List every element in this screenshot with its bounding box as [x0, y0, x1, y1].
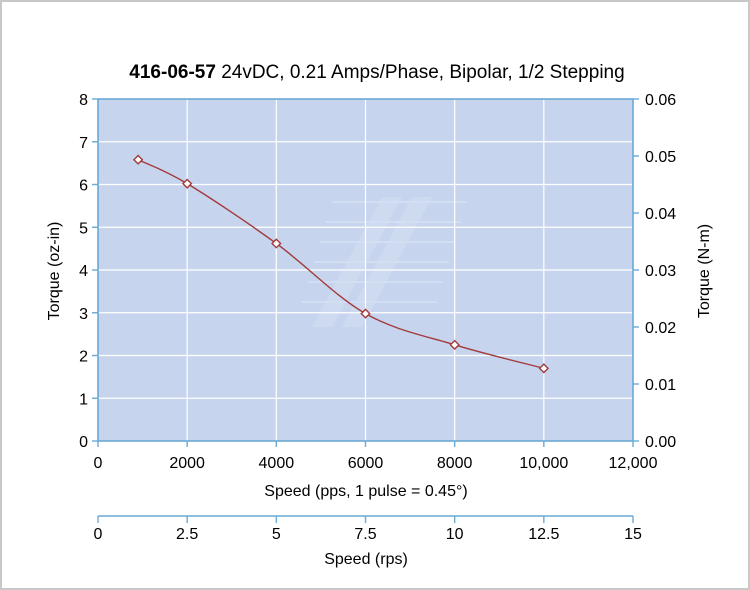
x-tick-label: 4000: [259, 455, 295, 472]
data-point: [360, 308, 371, 319]
secondary-axis-label: Speed (rps): [324, 551, 408, 568]
y-tick-label-right: 0.01: [645, 377, 676, 394]
x-tick-label: 2000: [169, 455, 205, 472]
y-tick-label-left: 0: [79, 434, 88, 451]
grid-lines: [98, 99, 633, 441]
x-tick-label: 12,000: [609, 455, 658, 472]
secondary-tick-label: 10: [446, 526, 464, 543]
secondary-tick-label: 15: [624, 526, 642, 543]
series-torque: [132, 154, 550, 374]
watermark-slash: [312, 197, 402, 327]
x-axis-label: Speed (pps, 1 pulse = 0.45°): [264, 483, 467, 500]
y-tick-label-right: 0.02: [645, 320, 676, 337]
data-point: [132, 154, 144, 165]
y-axis-label-right: Torque (N-m): [696, 224, 713, 318]
y-axis-label-left: Torque (oz-in): [46, 222, 63, 321]
tick-labels: 0 2000 4000 6000 8000 10,000 12,000 0 1 2 3 4 5 6 7 8 0.…: [79, 92, 676, 472]
data-point: [181, 178, 193, 189]
y-tick-label-right: 0.00: [645, 434, 676, 451]
chart-title-bold: 416-06-57: [129, 62, 216, 83]
x-tick-label: 10,000: [519, 455, 568, 472]
watermark-logo: [302, 197, 467, 327]
secondary-axis: 0 2.5 5 7.5 10 12.5 15: [94, 515, 642, 543]
y-tick-label-right: 0.05: [645, 149, 676, 166]
secondary-tick-label: 0: [94, 526, 103, 543]
axes: [92, 98, 639, 447]
secondary-tick-label: 12.5: [528, 526, 559, 543]
secondary-tick-label: 2.5: [176, 526, 198, 543]
y-tick-label-left: 7: [79, 135, 88, 152]
data-point: [449, 339, 460, 351]
x-tick-label: 0: [94, 455, 103, 472]
y-tick-label-right: 0.06: [645, 92, 676, 109]
y-tick-label-left: 4: [79, 263, 88, 280]
chart-title: 416-06-57 24vDC, 0.21 Amps/Phase, Bipola…: [129, 62, 624, 83]
chart-title-rest: 24vDC, 0.21 Amps/Phase, Bipolar, 1/2 Ste…: [216, 62, 625, 83]
watermark-slash: [342, 197, 432, 327]
y-tick-label-right: 0.04: [645, 206, 676, 223]
y-tick-label-left: 6: [79, 178, 88, 195]
y-tick-label-right: 0.03: [645, 263, 676, 280]
y-tick-label-left: 2: [79, 349, 88, 366]
y-tick-label-left: 8: [79, 92, 88, 109]
y-tick-label-left: 1: [79, 391, 88, 408]
data-point: [271, 238, 282, 249]
y-tick-label-left: 3: [79, 306, 88, 323]
x-tick-label: 6000: [348, 455, 384, 472]
y-tick-label-left: 5: [79, 220, 88, 237]
data-point: [538, 363, 550, 374]
x-tick-label: 8000: [437, 455, 473, 472]
secondary-tick-label: 7.5: [354, 526, 376, 543]
secondary-tick-label: 5: [272, 526, 281, 543]
